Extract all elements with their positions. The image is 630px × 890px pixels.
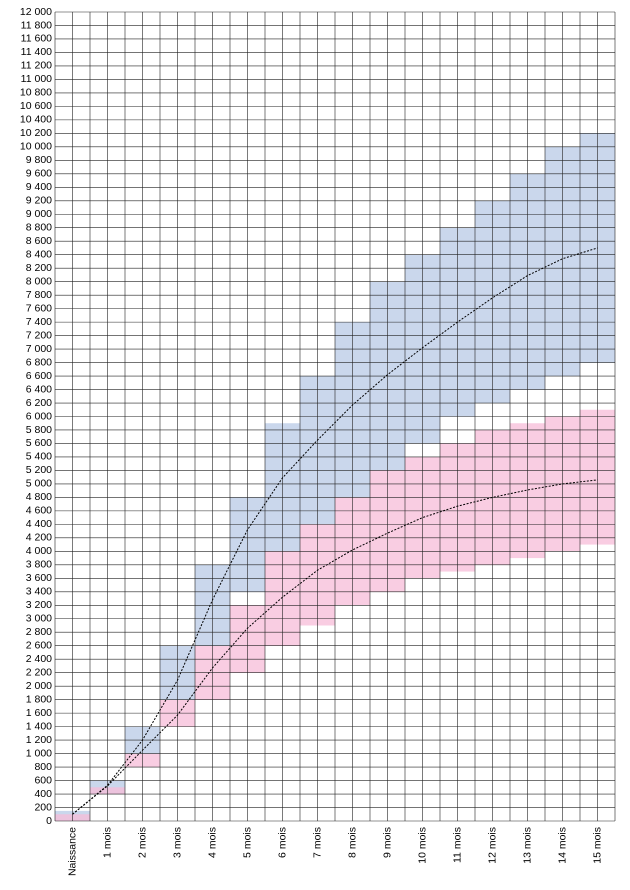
- y-tick-label: 2 600: [26, 639, 52, 651]
- y-tick-label: 2 400: [26, 653, 52, 665]
- y-tick-label: 6 600: [26, 370, 52, 382]
- y-tick-label: 1 400: [26, 720, 52, 732]
- y-tick-label: 12 000: [20, 6, 52, 18]
- y-tick-label: 11 200: [21, 60, 52, 72]
- y-tick-label: 3 600: [26, 572, 52, 584]
- x-tick-label: 4 mois: [206, 827, 218, 858]
- y-tick-label: 8 600: [26, 235, 52, 247]
- y-tick-label: 4 000: [26, 545, 52, 557]
- y-tick-label: 10 600: [20, 100, 52, 112]
- y-tick-label: 3 200: [26, 599, 52, 611]
- y-tick-label: 1 000: [26, 747, 52, 759]
- x-tick-label: 2 mois: [136, 827, 148, 858]
- y-tick-label: 7 200: [26, 329, 52, 341]
- x-tick-label: 5 mois: [241, 827, 253, 858]
- y-tick-label: 4 600: [26, 505, 52, 517]
- x-tick-label: 6 mois: [276, 827, 288, 858]
- y-tick-label: 5 800: [26, 424, 52, 436]
- y-tick-label: 7 000: [26, 343, 52, 355]
- y-tick-label: 3 400: [26, 586, 52, 598]
- y-tick-label: 2 000: [26, 680, 52, 692]
- y-tick-label: 11 600: [21, 33, 52, 45]
- x-tick-label: 9 mois: [381, 827, 393, 858]
- y-tick-label: 7 800: [26, 289, 52, 301]
- y-tick-label: 9 400: [26, 181, 52, 193]
- y-tick-label: 200: [34, 801, 52, 813]
- x-tick-label: 7 mois: [311, 827, 323, 858]
- y-tick-label: 1 200: [26, 734, 52, 746]
- x-tick-label: 10 mois: [416, 827, 428, 864]
- y-tick-label: 10 400: [20, 114, 52, 126]
- y-tick-label: 6 000: [26, 410, 52, 422]
- y-tick-label: 8 200: [26, 262, 52, 274]
- x-tick-label: 3 mois: [171, 827, 183, 858]
- y-tick-label: 9 800: [26, 154, 52, 166]
- y-tick-label: 0: [46, 815, 52, 827]
- y-tick-label: 6 200: [26, 397, 52, 409]
- y-tick-label: 6 800: [26, 356, 52, 368]
- y-tick-label: 600: [34, 774, 52, 786]
- y-tick-label: 9 200: [26, 195, 52, 207]
- y-tick-label: 9 000: [26, 208, 52, 220]
- y-tick-label: 6 400: [26, 383, 52, 395]
- y-tick-label: 3 000: [26, 613, 52, 625]
- y-tick-label: 10 000: [20, 141, 52, 153]
- y-tick-label: 1 600: [26, 707, 52, 719]
- y-tick-label: 11 400: [21, 46, 52, 58]
- y-tick-label: 4 400: [26, 518, 52, 530]
- y-tick-label: 8 400: [26, 248, 52, 260]
- y-tick-label: 2 800: [26, 626, 52, 638]
- y-tick-label: 8 800: [26, 222, 52, 234]
- y-tick-label: 1 800: [26, 693, 52, 705]
- curve: [72, 479, 598, 815]
- curve: [72, 247, 598, 815]
- y-tick-label: 11 800: [21, 19, 52, 31]
- y-tick-label: 5 400: [26, 451, 52, 463]
- y-tick-label: 4 200: [26, 532, 52, 544]
- y-tick-label: 11 000: [21, 73, 52, 85]
- y-tick-label: 3 800: [26, 559, 52, 571]
- x-tick-label: 12 mois: [486, 827, 498, 864]
- x-tick-label: 1 mois: [101, 827, 113, 858]
- x-tick-label: 11 mois: [451, 827, 463, 863]
- y-tick-label: 10 800: [20, 87, 52, 99]
- y-tick-label: 10 200: [20, 127, 52, 139]
- y-tick-label: 7 400: [26, 316, 52, 328]
- y-tick-label: 5 600: [26, 437, 52, 449]
- y-tick-label: 800: [34, 761, 52, 773]
- y-tick-label: 8 000: [26, 275, 52, 287]
- x-tick-label: 13 mois: [521, 827, 533, 864]
- x-tick-label: 15 mois: [591, 827, 603, 864]
- y-tick-label: 4 800: [26, 491, 52, 503]
- x-tick-label: 14 mois: [556, 827, 568, 864]
- y-tick-label: 9 600: [26, 168, 52, 180]
- y-tick-label: 400: [34, 788, 52, 800]
- y-tick-label: 2 200: [26, 666, 52, 678]
- x-tick-label: 8 mois: [346, 827, 358, 858]
- x-tick-label: Naissance: [66, 827, 78, 876]
- y-tick-label: 5 000: [26, 478, 52, 490]
- y-tick-label: 5 200: [26, 464, 52, 476]
- y-tick-label: 7 600: [26, 302, 52, 314]
